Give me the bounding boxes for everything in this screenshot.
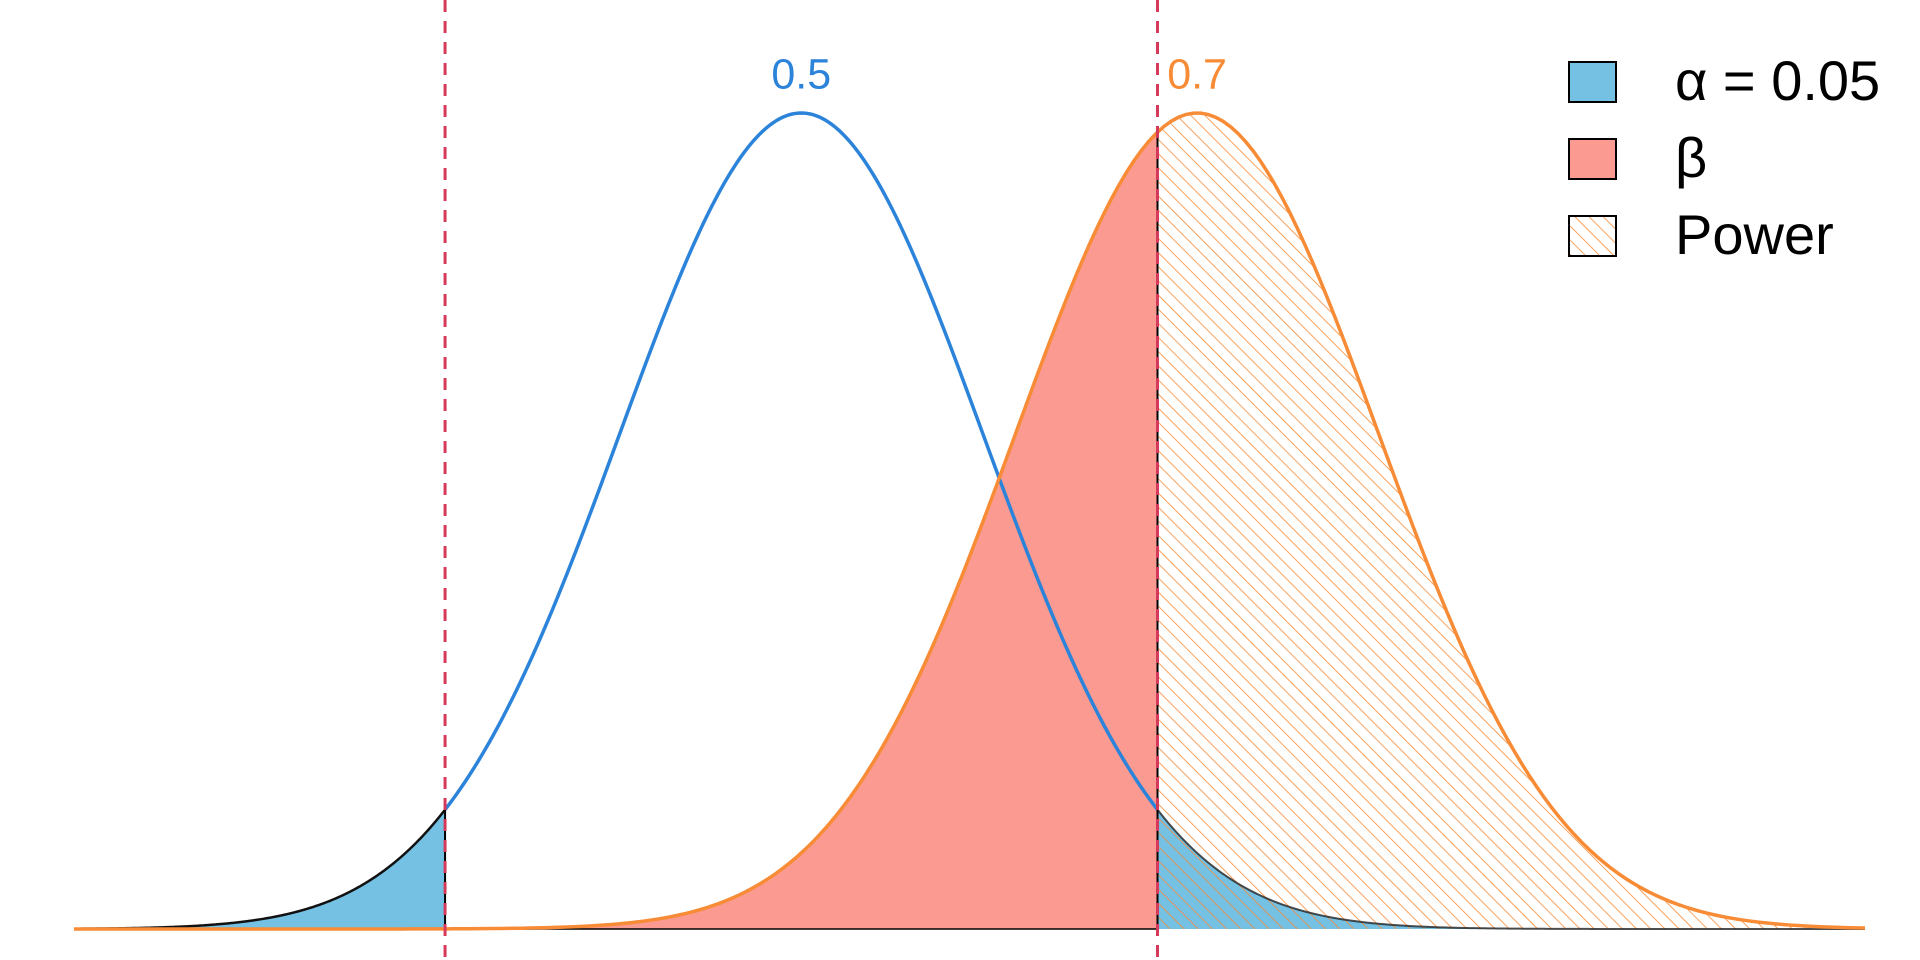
mean-label: 0.7 [1167, 50, 1227, 98]
null-curve-tail [1156, 809, 1865, 930]
alpha-area [74, 809, 446, 929]
mean-label: 0.5 [771, 50, 831, 98]
legend-swatch [1568, 138, 1617, 180]
legend-swatch [1568, 61, 1617, 103]
beta-area [74, 132, 1158, 929]
alt-curve [74, 111, 1866, 931]
null-curve [443, 111, 1159, 811]
legend-label: β [1675, 126, 1707, 189]
legend-label: Power [1675, 203, 1834, 266]
legend-label: α = 0.05 [1675, 49, 1880, 112]
legend-swatch [1568, 215, 1617, 257]
